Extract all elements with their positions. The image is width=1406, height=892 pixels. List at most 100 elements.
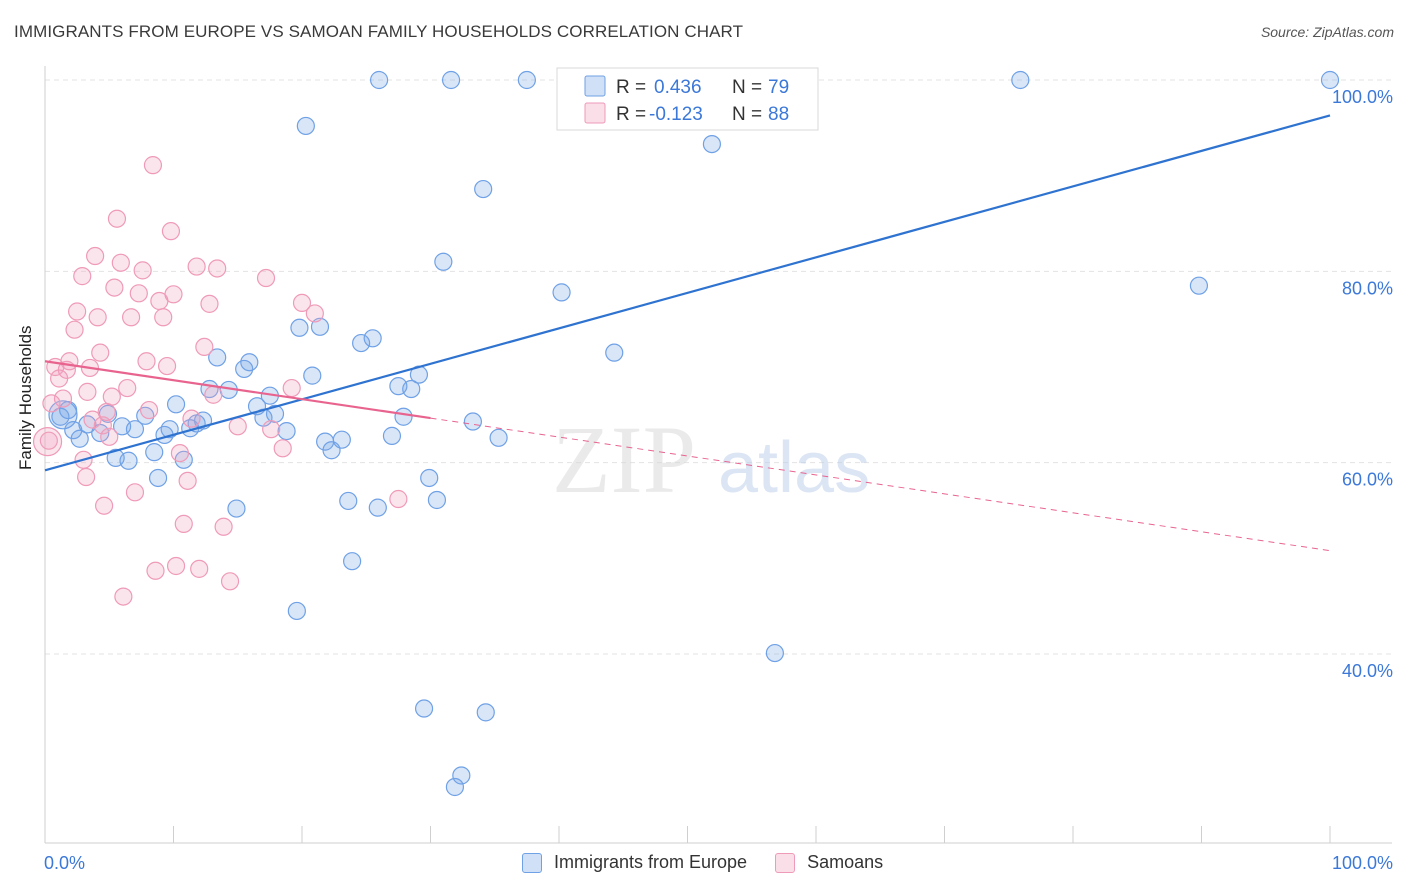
data-point <box>148 468 168 488</box>
data-point <box>68 302 87 321</box>
data-point <box>157 356 177 376</box>
data-point <box>39 431 58 450</box>
data-point <box>88 308 107 327</box>
data-point <box>53 389 73 408</box>
data-point <box>463 412 483 431</box>
data-point <box>208 259 227 278</box>
data-point <box>190 559 209 578</box>
data-point <box>402 379 421 399</box>
data-point <box>220 572 240 591</box>
data-point <box>452 766 471 785</box>
watermark: ZIP atlas <box>552 406 870 513</box>
data-point <box>441 70 461 90</box>
data-point <box>282 378 301 398</box>
data-point <box>170 444 190 463</box>
data-point <box>227 499 246 518</box>
legend-box <box>556 67 819 131</box>
legend-item-europe: Immigrants from Europe <box>522 852 747 873</box>
data-point <box>160 420 179 439</box>
data-point <box>427 490 447 510</box>
data-point <box>164 285 183 304</box>
data-point <box>83 410 102 429</box>
data-point <box>262 420 281 439</box>
legend-n-value: 88 <box>768 104 789 125</box>
data-point <box>70 429 89 448</box>
x-tick-label: 0.0% <box>44 853 85 873</box>
data-point <box>137 352 156 371</box>
chart-source: Source: ZipAtlas.com <box>1260 24 1394 40</box>
data-point <box>48 400 78 430</box>
data-point <box>60 352 79 371</box>
data-point <box>102 387 121 406</box>
watermark-zip: ZIP <box>552 406 696 513</box>
series-samoans <box>32 156 408 606</box>
trend-line-europe <box>44 114 1331 472</box>
data-point <box>91 343 110 362</box>
legend-label-samoans: Samoans <box>807 852 884 872</box>
data-point <box>389 489 408 509</box>
legend-swatch-samoans <box>775 852 796 873</box>
data-point <box>93 416 112 435</box>
data-point <box>273 439 292 458</box>
data-point <box>204 385 223 404</box>
data-point <box>178 471 197 490</box>
data-point <box>290 318 309 337</box>
data-point <box>65 320 84 339</box>
data-point <box>125 483 145 502</box>
data-point <box>166 556 186 576</box>
data-point <box>265 404 285 423</box>
data-point <box>32 427 63 457</box>
data-point <box>605 343 624 362</box>
data-point <box>100 427 119 446</box>
chart-title: IMMIGRANTS FROM EUROPE VS SAMOAN FAMILY … <box>14 22 744 41</box>
data-point <box>310 317 330 336</box>
data-point <box>77 467 96 487</box>
data-point <box>161 222 181 241</box>
data-point <box>95 496 114 515</box>
data-point <box>129 284 148 303</box>
data-point <box>256 268 276 288</box>
legend-r-value: 0.436 <box>654 77 702 98</box>
data-point <box>339 491 358 511</box>
data-point <box>474 179 493 199</box>
data-point <box>434 252 453 271</box>
data-point <box>476 703 495 722</box>
data-point <box>174 514 193 533</box>
data-point <box>105 278 124 297</box>
data-point <box>1320 70 1340 90</box>
data-point <box>305 304 324 323</box>
legend-swatch-pink <box>584 102 606 124</box>
legend-swatch-europe <box>522 852 542 873</box>
data-point <box>146 561 165 580</box>
data-point <box>489 428 508 447</box>
data-point <box>42 394 61 413</box>
data-point <box>143 156 163 175</box>
watermark-atlas: atlas <box>718 428 870 508</box>
data-point <box>166 395 186 414</box>
data-point <box>86 246 105 266</box>
data-point <box>139 400 159 420</box>
data-point <box>228 417 247 436</box>
data-point <box>352 333 371 353</box>
data-point <box>552 283 571 302</box>
data-point <box>154 308 173 327</box>
data-point <box>368 498 387 517</box>
data-point <box>332 430 351 449</box>
data-point <box>214 517 233 536</box>
y-tick-label: 80.0% <box>1342 278 1393 298</box>
data-point <box>195 337 214 357</box>
legend-item-samoans: Samoans <box>775 852 883 873</box>
tick-labels: 40.0% 60.0% 80.0% 100.0% 0.0% 100.0% <box>44 87 1393 873</box>
data-point <box>1011 70 1030 90</box>
data-point <box>1189 276 1209 295</box>
legend-swatch-blue <box>584 75 606 97</box>
axes <box>44 66 1392 844</box>
data-point <box>420 468 439 488</box>
data-point <box>765 643 784 663</box>
data-point <box>121 308 141 327</box>
data-point <box>73 267 92 286</box>
data-point <box>363 329 382 348</box>
legend-n-value: 79 <box>768 77 789 98</box>
data-point <box>517 70 536 90</box>
y-tick-label: 60.0% <box>1342 470 1393 490</box>
